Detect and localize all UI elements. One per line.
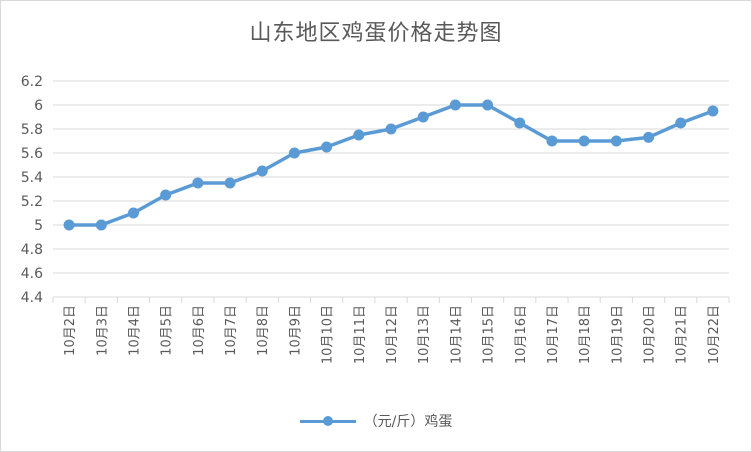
y-tick-label: 5 <box>34 218 43 234</box>
x-tick-label: 10月2日 <box>63 305 78 356</box>
x-tick-label: 10月20日 <box>643 305 658 364</box>
legend: （元/斤）鸡蛋 <box>1 411 751 431</box>
x-tick-label: 10月7日 <box>224 305 239 356</box>
data-point <box>256 165 268 177</box>
x-tick-label: 10月19日 <box>610 305 625 364</box>
data-point <box>514 117 526 129</box>
data-point <box>63 219 75 231</box>
x-tick-label: 10月16日 <box>514 305 529 364</box>
x-tick-label: 10月4日 <box>127 305 142 356</box>
data-point <box>675 117 687 129</box>
x-tick-label: 10月11日 <box>353 305 368 364</box>
data-point <box>610 135 622 147</box>
x-tick-label: 10月17日 <box>546 305 561 364</box>
y-tick-label: 6.2 <box>21 74 43 90</box>
x-tick-label: 10月18日 <box>578 305 593 364</box>
x-tick-label: 10月10日 <box>321 305 336 364</box>
legend-label: （元/斤）鸡蛋 <box>363 414 453 430</box>
data-point <box>353 129 365 141</box>
y-tick-label: 5.8 <box>21 122 43 138</box>
x-tick-label: 10月15日 <box>482 305 497 364</box>
y-tick-label: 4.6 <box>21 266 43 282</box>
x-tick-label: 10月9日 <box>288 305 303 356</box>
data-point <box>321 141 333 153</box>
data-point <box>385 123 397 135</box>
y-tick-label: 5.4 <box>21 170 43 186</box>
data-point <box>707 105 719 117</box>
data-point <box>288 147 300 159</box>
data-point <box>160 189 172 201</box>
x-tick-label: 10月6日 <box>192 305 207 356</box>
y-tick-label: 5.6 <box>21 146 43 162</box>
x-tick-label: 10月3日 <box>95 305 110 356</box>
legend-swatch <box>299 415 356 427</box>
data-point <box>95 219 107 231</box>
chart-title: 山东地区鸡蛋价格走势图 <box>249 21 503 46</box>
series-line <box>67 103 715 227</box>
y-tick-label: 4.8 <box>21 242 43 258</box>
x-tick-label: 10月12日 <box>385 305 400 364</box>
data-point <box>192 177 204 189</box>
x-tick-label: 10月5日 <box>160 305 175 356</box>
x-tick-label: 10月14日 <box>449 305 464 364</box>
x-tick-label: 10月13日 <box>417 305 432 364</box>
data-point <box>417 111 429 123</box>
data-point <box>449 99 461 111</box>
data-point <box>578 135 590 147</box>
y-tick-label: 6 <box>34 98 43 114</box>
x-tick-label: 10月22日 <box>707 305 722 364</box>
x-tick-label: 10月8日 <box>256 305 271 356</box>
data-point <box>546 135 558 147</box>
data-point <box>127 207 139 219</box>
data-point <box>482 99 494 111</box>
data-point <box>224 177 236 189</box>
y-tick-label: 4.4 <box>21 290 43 306</box>
data-point <box>643 131 655 143</box>
y-tick-label: 5.2 <box>21 194 43 210</box>
x-tick-label: 10月21日 <box>675 305 690 364</box>
